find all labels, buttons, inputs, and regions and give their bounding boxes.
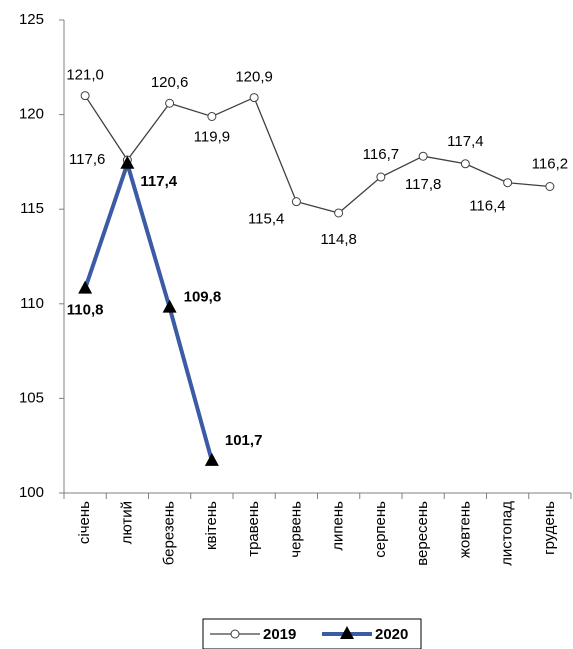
legend-marker: [230, 629, 240, 639]
y-tick-label: 100: [19, 484, 44, 501]
data-label: 116,2: [532, 155, 568, 172]
y-tick-label: 125: [19, 11, 44, 28]
x-tick-label: березень: [161, 501, 178, 565]
x-tick-label: червень: [287, 501, 304, 558]
legend-label: 2020: [375, 626, 408, 643]
marker: [545, 181, 555, 191]
y-tick-label: 110: [20, 295, 44, 312]
legend-label: 2019: [263, 626, 296, 643]
x-tick-label: грудень: [541, 501, 558, 555]
y-tick-label: 115: [20, 200, 44, 217]
x-tick-label: квітень: [203, 501, 220, 550]
data-label: 117,4: [140, 173, 177, 190]
x-tick-label: серпень: [372, 501, 389, 558]
legend-marker: [340, 626, 354, 639]
data-label: 121,0: [66, 67, 104, 84]
x-tick-label: жовтень: [456, 501, 473, 558]
legend-box: [202, 618, 422, 649]
marker: [120, 155, 135, 169]
data-label: 114,8: [320, 231, 356, 248]
x-tick-label: січень: [76, 501, 93, 544]
series-line: [84, 95, 550, 214]
marker: [376, 172, 386, 182]
data-label: 109,8: [184, 289, 222, 306]
data-label: 117,4: [447, 133, 483, 150]
marker: [162, 299, 177, 313]
marker: [418, 151, 428, 161]
marker: [165, 98, 175, 108]
series-line: [83, 157, 214, 462]
data-label: 101,7: [225, 432, 263, 449]
marker: [207, 111, 217, 121]
marker: [80, 91, 90, 101]
x-tick-label: листопад: [499, 501, 516, 566]
y-tick-label: 120: [19, 106, 44, 123]
x-tick-label: лютий: [118, 501, 135, 544]
marker: [291, 197, 301, 207]
data-label: 110,8: [67, 302, 104, 319]
marker: [460, 159, 470, 169]
data-label: 117,8: [405, 176, 441, 193]
x-tick-label: травень: [245, 501, 262, 557]
x-tick-label: липень: [330, 501, 347, 551]
data-label: 117,6: [69, 151, 105, 168]
data-label: 116,4: [469, 198, 505, 215]
marker: [204, 452, 219, 466]
y-tick-label: 105: [19, 389, 44, 406]
x-tick-label: вересень: [414, 501, 431, 566]
marker: [334, 208, 344, 218]
data-label: 115,4: [248, 211, 284, 228]
data-label: 119,9: [194, 128, 230, 145]
marker: [78, 280, 93, 294]
data-label: 120,9: [235, 69, 273, 86]
marker: [249, 93, 259, 103]
data-label: 120,6: [151, 74, 189, 91]
data-label: 116,7: [363, 146, 399, 163]
marker: [503, 178, 513, 188]
